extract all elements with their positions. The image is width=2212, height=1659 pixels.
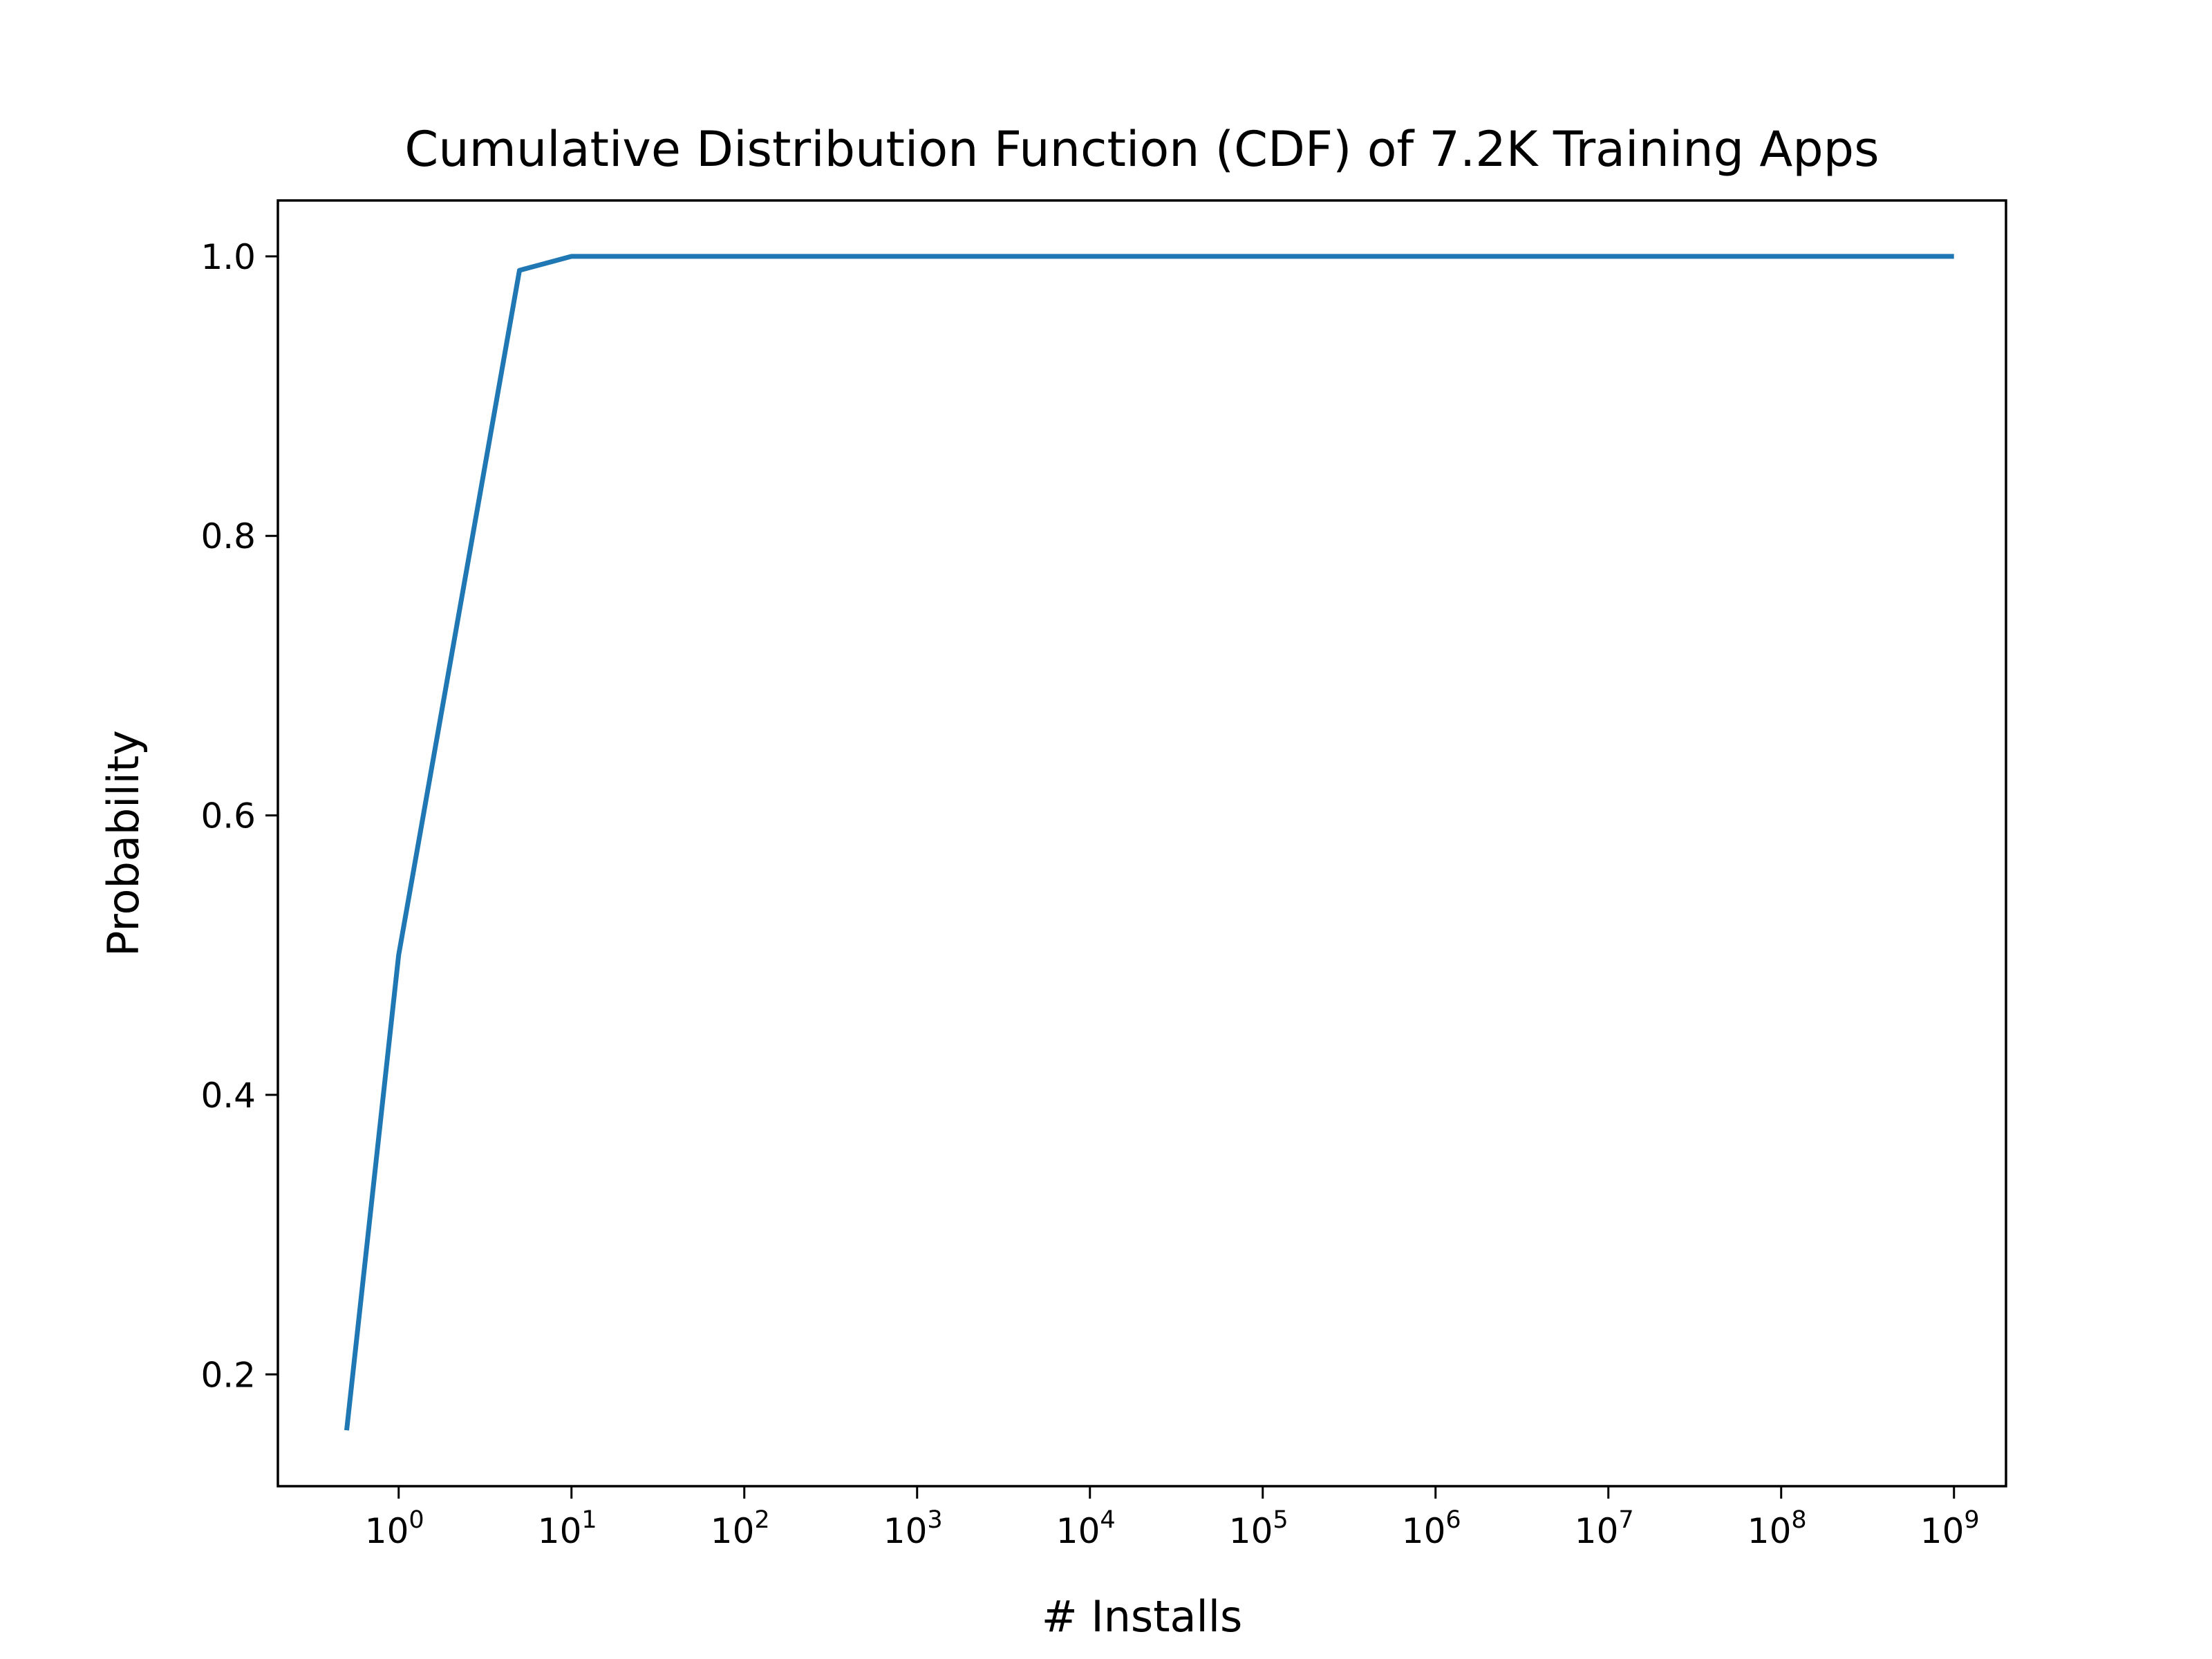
plot-frame xyxy=(276,199,2007,1488)
x-axis-label: # Installs xyxy=(1042,1591,1243,1642)
x-tick-exponent: 1 xyxy=(581,1506,597,1534)
x-tick-exponent: 4 xyxy=(1100,1506,1115,1534)
x-tick-base: 10 xyxy=(1229,1511,1273,1551)
x-tick-exponent: 5 xyxy=(1273,1506,1288,1534)
x-tick-label: 108 xyxy=(1747,1506,1807,1551)
x-tick-label: 101 xyxy=(538,1506,597,1551)
x-axis-ticks: 100 101 102 103 104 105 106 107 108 109 xyxy=(365,1486,1980,1551)
series-layer xyxy=(344,254,1954,1431)
x-tick-exponent: 3 xyxy=(927,1506,942,1534)
x-tick-exponent: 9 xyxy=(1964,1506,1979,1534)
y-axis-label: Probability xyxy=(98,730,149,957)
x-tick-base: 10 xyxy=(1575,1511,1619,1551)
x-tick-exponent: 8 xyxy=(1791,1506,1806,1534)
x-tick-label: 107 xyxy=(1575,1506,1634,1551)
y-tick-label: 0.4 xyxy=(200,1076,256,1116)
y-axis-ticks: 0.2 0.4 0.6 0.8 1.0 xyxy=(200,237,278,1395)
x-tick-base: 10 xyxy=(1747,1511,1792,1551)
x-tick-label: 103 xyxy=(883,1506,943,1551)
x-tick-exponent: 7 xyxy=(1618,1506,1633,1534)
x-tick-label: 109 xyxy=(1920,1506,1980,1551)
x-tick-exponent: 2 xyxy=(754,1506,769,1534)
x-tick-base: 10 xyxy=(1920,1511,1965,1551)
x-tick-label: 106 xyxy=(1402,1506,1461,1551)
chart-title: Cumulative Distribution Function (CDF) o… xyxy=(404,121,1879,178)
x-tick-label: 105 xyxy=(1229,1506,1288,1551)
y-tick-label: 0.2 xyxy=(200,1355,256,1395)
cdf-series-line xyxy=(344,254,1954,1431)
x-tick-exponent: 0 xyxy=(409,1506,424,1534)
y-tick-label: 0.8 xyxy=(200,516,256,556)
x-tick-label: 100 xyxy=(365,1506,424,1551)
y-tick-label: 0.6 xyxy=(200,796,256,836)
x-tick-base: 10 xyxy=(711,1511,755,1551)
x-tick-base: 10 xyxy=(883,1511,928,1551)
x-tick-label: 102 xyxy=(711,1506,770,1551)
x-tick-base: 10 xyxy=(1056,1511,1100,1551)
y-tick-label: 1.0 xyxy=(200,237,256,277)
x-tick-base: 10 xyxy=(365,1511,409,1551)
x-tick-base: 10 xyxy=(538,1511,582,1551)
x-tick-base: 10 xyxy=(1402,1511,1446,1551)
x-tick-label: 104 xyxy=(1056,1506,1116,1551)
x-tick-exponent: 6 xyxy=(1445,1506,1461,1534)
